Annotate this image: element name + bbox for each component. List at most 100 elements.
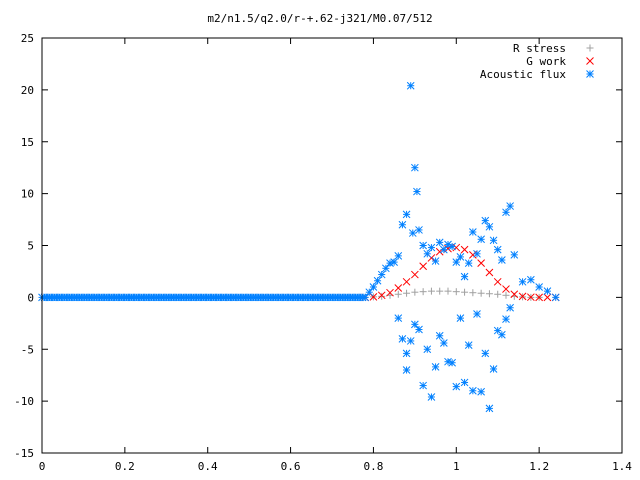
data-point-d2 bbox=[398, 220, 407, 229]
data-point-d2 bbox=[543, 293, 552, 302]
x-tick-label: 0.6 bbox=[281, 460, 301, 473]
data-point bbox=[402, 366, 411, 374]
data-point bbox=[435, 331, 444, 340]
x-tick-label: 0.4 bbox=[198, 460, 218, 473]
data-point-d2 bbox=[369, 293, 378, 301]
data-point bbox=[419, 262, 427, 271]
data-point-d2 bbox=[411, 270, 419, 279]
data-point bbox=[477, 235, 485, 244]
data-point bbox=[411, 270, 419, 279]
data-point-d2 bbox=[408, 229, 417, 237]
data-point bbox=[390, 258, 398, 266]
data-point bbox=[502, 285, 510, 293]
data-point-d2 bbox=[535, 283, 543, 291]
data-point-d2 bbox=[498, 256, 506, 264]
y-tick-label: -15 bbox=[14, 447, 34, 460]
data-point bbox=[477, 289, 485, 297]
data-point-d2 bbox=[390, 258, 398, 266]
data-point-d2 bbox=[419, 241, 427, 250]
data-point bbox=[543, 287, 552, 296]
x-tick-label: 1 bbox=[453, 460, 460, 473]
data-point-d2 bbox=[419, 262, 427, 271]
data-point bbox=[477, 387, 485, 396]
data-point bbox=[481, 216, 490, 225]
data-point-d2 bbox=[527, 275, 535, 284]
data-point bbox=[419, 241, 427, 250]
data-point-d2 bbox=[473, 249, 481, 258]
data-point bbox=[489, 365, 498, 373]
y-tick-label: 0 bbox=[27, 291, 34, 304]
data-point bbox=[481, 349, 490, 358]
data-point bbox=[394, 314, 403, 322]
data-point bbox=[452, 382, 461, 391]
data-point-d2 bbox=[415, 325, 423, 334]
data-point bbox=[427, 393, 436, 401]
data-point-d2 bbox=[498, 330, 506, 339]
data-point-d2 bbox=[440, 245, 448, 254]
data-point bbox=[402, 349, 411, 358]
data-point-d2 bbox=[502, 315, 510, 324]
data-point-d2 bbox=[394, 284, 403, 292]
data-point-d2 bbox=[402, 366, 411, 374]
data-point-d2 bbox=[464, 259, 473, 267]
data-point bbox=[406, 337, 415, 345]
data-point bbox=[403, 289, 411, 297]
data-point bbox=[440, 339, 448, 347]
data-point bbox=[377, 270, 386, 279]
data-point bbox=[510, 250, 519, 259]
data-point-d2 bbox=[402, 277, 411, 286]
data-point bbox=[502, 208, 510, 217]
data-point-d2 bbox=[481, 216, 490, 225]
data-point bbox=[415, 226, 423, 234]
data-point bbox=[373, 276, 382, 285]
data-point-d2 bbox=[527, 293, 535, 302]
data-point bbox=[444, 287, 452, 295]
data-point-d2 bbox=[489, 236, 498, 245]
data-point bbox=[510, 290, 519, 299]
series-2 bbox=[365, 81, 560, 413]
data-point bbox=[464, 341, 473, 349]
x-tick-label: 1.4 bbox=[612, 460, 632, 473]
data-point bbox=[493, 277, 502, 286]
data-point-d2 bbox=[423, 345, 432, 354]
data-point bbox=[440, 245, 448, 254]
data-point bbox=[382, 264, 390, 273]
data-point-d2 bbox=[473, 310, 481, 318]
data-point-d2 bbox=[411, 320, 419, 329]
data-point-d2 bbox=[448, 358, 456, 367]
data-point bbox=[506, 303, 514, 312]
data-point-d2 bbox=[435, 238, 444, 247]
data-point bbox=[460, 245, 469, 254]
y-tick-label: -10 bbox=[14, 395, 34, 408]
data-point-d2 bbox=[460, 245, 469, 254]
data-point bbox=[398, 335, 407, 343]
data-point-d2 bbox=[452, 382, 461, 391]
data-point-d2 bbox=[402, 349, 411, 358]
data-point-d2 bbox=[419, 381, 427, 390]
x-tick-label: 0.8 bbox=[363, 460, 383, 473]
data-point bbox=[386, 288, 394, 297]
data-point bbox=[452, 258, 461, 266]
data-point-d2 bbox=[435, 331, 444, 340]
data-point bbox=[427, 243, 436, 252]
y-tick-label: -5 bbox=[21, 343, 34, 356]
data-point-d2 bbox=[456, 253, 465, 261]
data-point-d2 bbox=[489, 365, 498, 373]
axis-ticks: 0 0.2 0.4 0.6 0.8 1 1.2 1.4 -15 -10 -5 0 5 10 15 20 25 bbox=[14, 32, 632, 473]
y-tick-label: 10 bbox=[21, 188, 34, 201]
data-point bbox=[456, 253, 465, 261]
data-point-d2 bbox=[469, 228, 477, 236]
data-point bbox=[494, 290, 502, 298]
plot-frame bbox=[41, 37, 623, 454]
legend-marker bbox=[586, 70, 594, 78]
data-point bbox=[402, 210, 411, 219]
data-point bbox=[448, 242, 456, 251]
legend-marker-d2 bbox=[586, 70, 594, 78]
legend-label: Acoustic flux bbox=[480, 68, 566, 81]
data-point-d2 bbox=[502, 208, 510, 217]
data-point-d2 bbox=[423, 249, 432, 258]
data-point bbox=[406, 81, 415, 90]
data-point-d2 bbox=[469, 386, 477, 395]
